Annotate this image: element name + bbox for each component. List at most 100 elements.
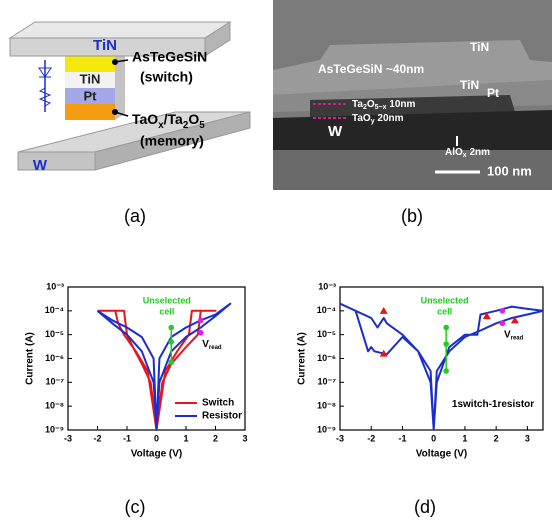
- text-part: x: [463, 152, 467, 159]
- y-axis-label: Current (A): [25, 332, 36, 385]
- text-part: TaO: [132, 111, 158, 127]
- x-tick-label: 0: [431, 433, 436, 443]
- chart: 10⁻⁹ 10⁻⁸ 10⁻⁷ 10⁻⁶ 10⁻⁵ 10⁻⁴ 10⁻³ -3 -2 -1 0 1 2 3 Vo…: [25, 281, 248, 459]
- sem-label: AsTeGeSiN ~40nm: [318, 62, 424, 76]
- y-tick-label: 10⁻⁴: [317, 305, 336, 315]
- sem-label: W: [328, 123, 343, 140]
- x-tick-label: -3: [336, 433, 344, 443]
- sem-image: 100 nm: [273, 0, 552, 190]
- y-tick-label: 10⁻⁹: [317, 424, 336, 434]
- text-part: 2: [363, 104, 367, 111]
- y-tick-label: 10⁻⁶: [45, 353, 64, 363]
- y-tick-label: 10⁻⁸: [45, 401, 64, 411]
- panel-label: (a): [124, 206, 146, 226]
- point-marker: [443, 368, 449, 374]
- panel-label: (d): [414, 497, 436, 517]
- series-line: [97, 309, 217, 430]
- y-tick-label: 10⁻⁵: [45, 329, 64, 339]
- text-part: 10nm: [387, 99, 416, 110]
- annotation: Unselected: [143, 296, 191, 306]
- arrow-marker: [379, 306, 388, 314]
- label: TiN: [93, 37, 117, 54]
- text-part: 5: [199, 120, 205, 131]
- annotation: 1switch-1resistor: [452, 399, 534, 410]
- tin-slab-side: [204, 21, 231, 57]
- chart: 10⁻⁹ 10⁻⁸ 10⁻⁷ 10⁻⁶ 10⁻⁵ 10⁻⁴ 10⁻³ -3 -2 -1 0 1 2 3 Vo…: [297, 281, 544, 460]
- x-tick-label: -1: [398, 433, 406, 443]
- y-tick-label: 10⁻⁷: [318, 377, 337, 387]
- x-tick-label: -2: [93, 433, 101, 443]
- pointer-line: [114, 59, 129, 63]
- label: TaOx/Ta2O5: [132, 111, 205, 131]
- sem-w-layer: [273, 110, 552, 150]
- y-tick-label: 10⁻⁵: [317, 329, 336, 339]
- legend-label: Switch: [202, 398, 234, 409]
- pointer-line: [114, 111, 129, 117]
- y-tick-label: 10⁻⁷: [46, 377, 65, 387]
- pt-layer: [65, 88, 115, 104]
- x-tick-label: 2: [494, 433, 499, 443]
- label: AsTeGeSiN: [132, 49, 207, 65]
- x-tick-label: 3: [525, 433, 530, 443]
- text-part: 20nm: [375, 113, 404, 124]
- arrow-marker: [510, 316, 519, 324]
- tin-layer: [65, 72, 115, 88]
- y-axis-label: Current (A): [297, 332, 308, 385]
- switch-layer: [65, 56, 115, 72]
- tin-slab-top: [8, 21, 232, 39]
- memory-layer: [65, 104, 115, 120]
- point-marker: [197, 329, 204, 336]
- y-tick-label: 10⁻³: [46, 281, 64, 291]
- x-tick-label: -3: [64, 433, 72, 443]
- y-tick-label: 10⁻⁸: [317, 401, 336, 411]
- y-tick-label: 10⁻⁴: [45, 305, 64, 315]
- text-part: AlO: [445, 147, 463, 158]
- x-axis-label: Voltage (V): [416, 449, 467, 460]
- series-line: [96, 302, 232, 430]
- legend-label: Resistor: [202, 411, 242, 422]
- text-part: read: [511, 335, 524, 341]
- x-tick-label: -2: [367, 433, 375, 443]
- text-part: O: [367, 99, 375, 110]
- pillar-side: [115, 50, 125, 120]
- annotation: Vread: [202, 339, 222, 351]
- point-marker: [168, 359, 175, 365]
- text-part: x: [158, 120, 164, 131]
- panel-label: (b): [401, 206, 423, 226]
- sem-oxide: [310, 95, 515, 118]
- label: Pt: [84, 88, 98, 103]
- sem-label: Ta2O5−x 10nm: [352, 99, 416, 112]
- annotation: Vread: [504, 329, 524, 341]
- x-tick-label: 0: [154, 433, 159, 443]
- sem-substrate: [273, 150, 552, 190]
- x-tick-label: 3: [242, 433, 247, 443]
- sem-tin-layer: [273, 40, 552, 95]
- point-marker: [499, 308, 506, 314]
- text-part: 2: [183, 120, 189, 131]
- text-part: V: [504, 329, 511, 340]
- point-marker: [197, 317, 204, 324]
- point-marker: [499, 320, 506, 327]
- text-part: y: [371, 118, 375, 125]
- point-marker: [168, 339, 175, 345]
- y-tick-label: 10⁻⁶: [317, 353, 336, 363]
- sem-label: AlOx 2nm: [445, 147, 490, 160]
- point-marker: [168, 324, 175, 331]
- text-part: /Ta: [164, 111, 183, 127]
- y-tick-label: 10⁻³: [318, 281, 336, 291]
- text-part: TaO: [352, 113, 371, 124]
- w-slab-side: [94, 111, 251, 171]
- point-marker: [443, 341, 449, 347]
- x-tick-label: 1: [183, 433, 188, 443]
- text-part: Ta: [352, 99, 363, 110]
- diode-symbol: [38, 67, 52, 78]
- device-diagram: TiN TiN Pt W AsTeGeSiN (switch) TaOx/Ta2…: [8, 21, 251, 174]
- label: W: [33, 157, 48, 174]
- sem-label: TaOy 20nm: [352, 113, 404, 126]
- sem-label: TiN: [460, 78, 479, 92]
- arrow-marker: [379, 349, 388, 357]
- point-marker: [443, 324, 449, 331]
- arrow-marker: [482, 312, 491, 320]
